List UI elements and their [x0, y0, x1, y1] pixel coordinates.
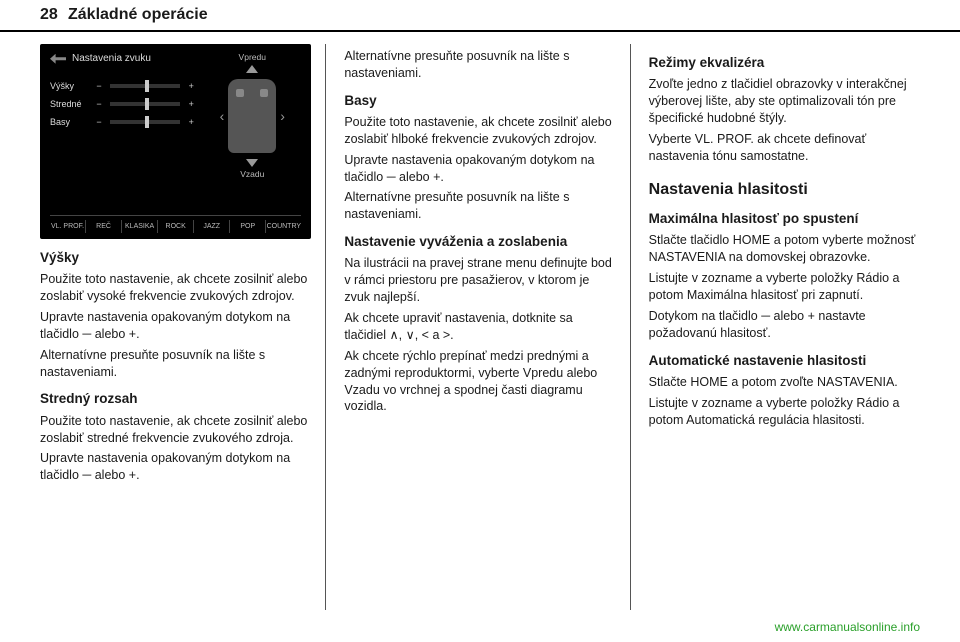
slider-label: Stredné [50, 98, 88, 110]
slider-handle [145, 80, 149, 92]
sound-settings-screenshot: Nastavenia zvuku Výšky−+Stredné−+Basy−+ … [40, 44, 311, 239]
minus-icon: − [93, 80, 105, 92]
body-text: Na ilustrácii na pravej strane menu defi… [344, 255, 615, 306]
body-text: Vyberte VL. PROF. ak chcete definovať na… [649, 131, 920, 165]
body-text: Použite toto nastavenie, ak chcete zosil… [40, 413, 311, 447]
slider-label: Výšky [50, 80, 88, 92]
page-header: 28 Základné operácie [0, 0, 960, 32]
chevron-up-icon [246, 65, 258, 73]
body-text: Použite toto nastavenie, ak chcete zosil… [40, 271, 311, 305]
heading-auto: Automatické nastavenie hlasitosti [649, 352, 920, 370]
body-text: Upravte nastavenia opakovaným dotykom na… [344, 152, 615, 186]
column-2: Alternatívne presuňte posuvník na lište … [344, 44, 630, 610]
body-text: Stlačte HOME a potom zvoľte NASTAVENIA. [649, 374, 920, 391]
body-text: Dotykom na tlačidlo ─ alebo + nastavte p… [649, 308, 920, 342]
heading-hlasitost: Nastavenia hlasitosti [649, 179, 920, 201]
heading-rezimy: Režimy ekvalizéra [649, 54, 920, 72]
heading-basy: Basy [344, 92, 615, 110]
slider-handle [145, 116, 149, 128]
column-3: Režimy ekvalizéra Zvoľte jedno z tlačidi… [649, 44, 920, 610]
car-diagram [228, 79, 276, 153]
eq-tab: JAZZ [194, 220, 230, 233]
chevron-right-icon: › [276, 107, 289, 126]
body-text: Listujte v zozname a vyberte položky Rád… [649, 395, 920, 429]
heading-vyvazenie: Nastavenie vyváženia a zoslabenia [344, 233, 615, 251]
chapter-title: Základné operácie [68, 6, 208, 24]
heading-max: Maximálna hlasitosť po spustení [649, 210, 920, 228]
plus-icon: + [185, 80, 197, 92]
screenshot-title: Nastavenia zvuku [72, 52, 151, 66]
body-text: Ak chcete upraviť nastavenia, dotknite s… [344, 310, 615, 344]
body-text: Upravte nastavenia opakovaným dotykom na… [40, 309, 311, 343]
heading-vysky: Výšky [40, 249, 311, 267]
slider-track [110, 102, 180, 106]
slider-row: Basy− + [50, 116, 197, 128]
eq-tab: VL. PROF. [50, 220, 86, 233]
footer-url: www.carmanualsonline.info [775, 620, 920, 634]
heading-stredny: Stredný rozsah [40, 390, 311, 408]
chevron-down-icon [246, 159, 258, 167]
eq-tab: REČ [86, 220, 122, 233]
slider-label: Basy [50, 116, 88, 128]
slider-row: Stredné− + [50, 98, 197, 110]
page-number: 28 [40, 6, 68, 24]
car-bottom-label: Vzadu [240, 169, 264, 180]
slider-handle [145, 98, 149, 110]
eq-tab: COUNTRY [266, 220, 301, 233]
chevron-left-icon: ‹ [216, 107, 229, 126]
slider-track [110, 120, 180, 124]
back-icon [50, 54, 66, 64]
slider-track [110, 84, 180, 88]
body-text: Ak chcete rýchlo prepínať medzi prednými… [344, 348, 615, 416]
eq-tab: KLASIKA [122, 220, 158, 233]
body-text: Alternatívne presuňte posuvník na lište … [344, 48, 615, 82]
plus-icon: + [185, 116, 197, 128]
slider-row: Výšky− + [50, 80, 197, 92]
body-text: Stlačte tlačidlo HOME a potom vyberte mo… [649, 232, 920, 266]
column-1: Nastavenia zvuku Výšky−+Stredné−+Basy−+ … [40, 44, 326, 610]
eq-tab: POP [230, 220, 266, 233]
plus-icon: + [185, 98, 197, 110]
body-text: Zvoľte jedno z tlačidiel obrazovky v int… [649, 76, 920, 127]
body-text: Alternatívne presuňte posuvník na lište … [40, 347, 311, 381]
body-text: Použite toto nastavenie, ak chcete zosil… [344, 114, 615, 148]
equalizer-tabs: VL. PROF.REČKLASIKAROCKJAZZPOPCOUNTRY [50, 215, 301, 233]
body-text: Alternatívne presuňte posuvník na lište … [344, 189, 615, 223]
car-top-label: Vpredu [239, 52, 266, 63]
body-text: Upravte nastavenia opakovaným dotykom na… [40, 450, 311, 484]
minus-icon: − [93, 116, 105, 128]
eq-tab: ROCK [158, 220, 194, 233]
minus-icon: − [93, 98, 105, 110]
body-text: Listujte v zozname a vyberte položky Rád… [649, 270, 920, 304]
